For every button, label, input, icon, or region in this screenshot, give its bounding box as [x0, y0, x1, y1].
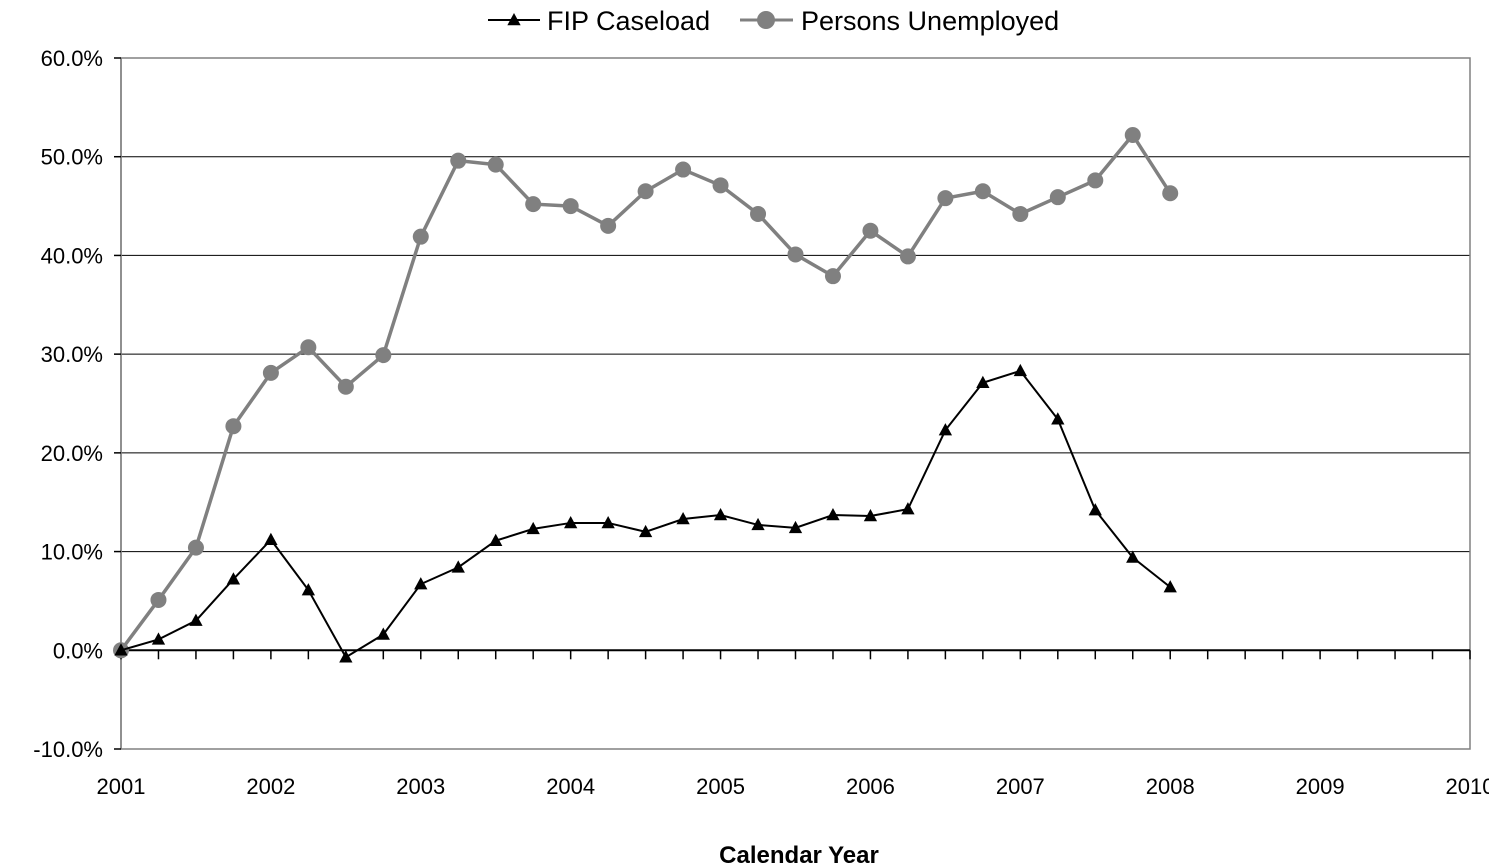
- fip-caseload-point-14: [638, 524, 653, 538]
- persons-unemployed-point-10: [487, 156, 504, 173]
- axes: -10.0% 0.0% 10.0% 20.0% 30.0% 40.0% 50.0% 60.0%…: [33, 46, 1489, 799]
- persons-unemployed-point-17: [750, 205, 767, 222]
- fip-caseload-point-25: [1051, 412, 1065, 425]
- fip-caseload-point-13: [601, 515, 615, 529]
- persons-unemployed-point-2: [187, 539, 204, 556]
- persons-unemployed-point-21: [899, 248, 916, 265]
- grid-lines: [121, 57, 1470, 750]
- fip-caseload-point-11: [526, 521, 540, 535]
- persons-unemployed-point-14: [637, 183, 654, 200]
- persons-unemployed-point-8: [412, 228, 429, 245]
- persons-unemployed-point-4: [262, 364, 279, 381]
- persons-unemployed-point-6: [337, 378, 354, 395]
- persons-unemployed-point-19: [824, 268, 841, 285]
- persons-unemployed-point-22: [937, 190, 954, 207]
- persons-unemployed-point-20: [862, 222, 879, 239]
- fip-caseload-point-5: [301, 583, 316, 596]
- x-tick-label-2003: 2003: [396, 774, 445, 799]
- x-tick-label-2004: 2004: [546, 774, 595, 799]
- fip-caseload-point-22: [938, 423, 953, 436]
- persons-unemployed-point-9: [450, 152, 467, 169]
- fip-caseload-point-20: [863, 509, 878, 522]
- plot-area: [120, 57, 1471, 750]
- x-axis-title: Calendar Year: [719, 842, 879, 868]
- x-tick-label-2008: 2008: [1146, 774, 1195, 799]
- series-layer: [113, 126, 1179, 663]
- fip-caseload-point-26: [1088, 503, 1102, 516]
- persons-unemployed-point-24: [1012, 205, 1029, 222]
- legend: FIP Caseload Persons Unemployed: [488, 6, 1059, 36]
- legend-persons-unemployed-marker: [757, 11, 775, 29]
- y-tick-label-1: 0.0%: [53, 638, 103, 663]
- fip-caseload-point-15: [676, 511, 690, 525]
- fip-caseload-point-8: [414, 577, 428, 590]
- x-tick-label-2009: 2009: [1296, 774, 1345, 799]
- x-tick-label-2006: 2006: [846, 774, 895, 799]
- fip-caseload-point-6: [339, 650, 353, 663]
- fip-caseload-point-23: [976, 375, 990, 389]
- legend-fip-caseload-marker: [507, 13, 521, 26]
- persons-unemployed-point-13: [600, 217, 617, 234]
- fip-caseload-point-17: [751, 517, 765, 531]
- persons-unemployed-point-12: [562, 198, 579, 215]
- x-tick-label-2002: 2002: [246, 774, 295, 799]
- fip-caseload-line: [120, 369, 1171, 659]
- persons-unemployed-point-3: [225, 418, 242, 435]
- y-tick-label-4: 30.0%: [41, 342, 103, 367]
- y-tick-label-0: -10.0%: [33, 737, 103, 762]
- y-tick-label-7: 60.0%: [41, 46, 103, 71]
- x-tick-label-2005: 2005: [696, 774, 745, 799]
- legend-fip-caseload-label: FIP Caseload: [547, 6, 710, 36]
- y-tick-label-2: 10.0%: [41, 540, 103, 565]
- persons-unemployed-point-28: [1162, 185, 1179, 202]
- fip-caseload-point-21: [901, 502, 915, 515]
- fip-caseload-point-12: [564, 515, 578, 529]
- persons-unemployed-point-27: [1124, 126, 1141, 143]
- x-tick-label-2001: 2001: [97, 774, 146, 799]
- persons-unemployed-point-5: [300, 339, 317, 356]
- legend-persons-unemployed-label: Persons Unemployed: [801, 6, 1059, 36]
- y-tick-label-5: 40.0%: [41, 243, 103, 268]
- fip-caseload-point-2: [189, 613, 203, 626]
- persons-unemployed-point-15: [675, 161, 692, 178]
- fip-caseload-point-9: [451, 560, 465, 573]
- persons-unemployed-point-11: [525, 196, 542, 213]
- x-tick-label-2007: 2007: [996, 774, 1045, 799]
- persons-unemployed-point-16: [712, 177, 729, 194]
- x-tick-label-2010: 2010: [1446, 774, 1489, 799]
- persons-unemployed-point-18: [787, 246, 804, 263]
- persons-unemployed-point-26: [1087, 172, 1104, 189]
- fip-caseload-point-24: [1013, 363, 1027, 377]
- fip-caseload-point-3: [226, 572, 241, 585]
- fip-caseload-point-7: [376, 627, 390, 640]
- fip-caseload-point-1: [151, 632, 166, 645]
- y-tick-label-6: 50.0%: [41, 145, 103, 170]
- persons-unemployed-point-25: [1049, 189, 1066, 206]
- persons-unemployed-point-7: [375, 347, 392, 364]
- y-tick-label-3: 20.0%: [41, 441, 103, 466]
- fip-caseload-point-28: [1163, 580, 1177, 593]
- fip-caseload-point-4: [264, 532, 278, 545]
- fip-caseload-point-0: [114, 643, 128, 656]
- fip-caseload-point-18: [788, 520, 803, 534]
- fip-caseload-point-10: [489, 533, 503, 546]
- fip-caseload-point-16: [713, 508, 728, 521]
- persons-unemployed-point-1: [150, 591, 167, 608]
- fip-caseload-point-19: [826, 508, 840, 521]
- fip-caseload-point-27: [1126, 550, 1140, 563]
- persons-unemployed-point-23: [974, 183, 991, 200]
